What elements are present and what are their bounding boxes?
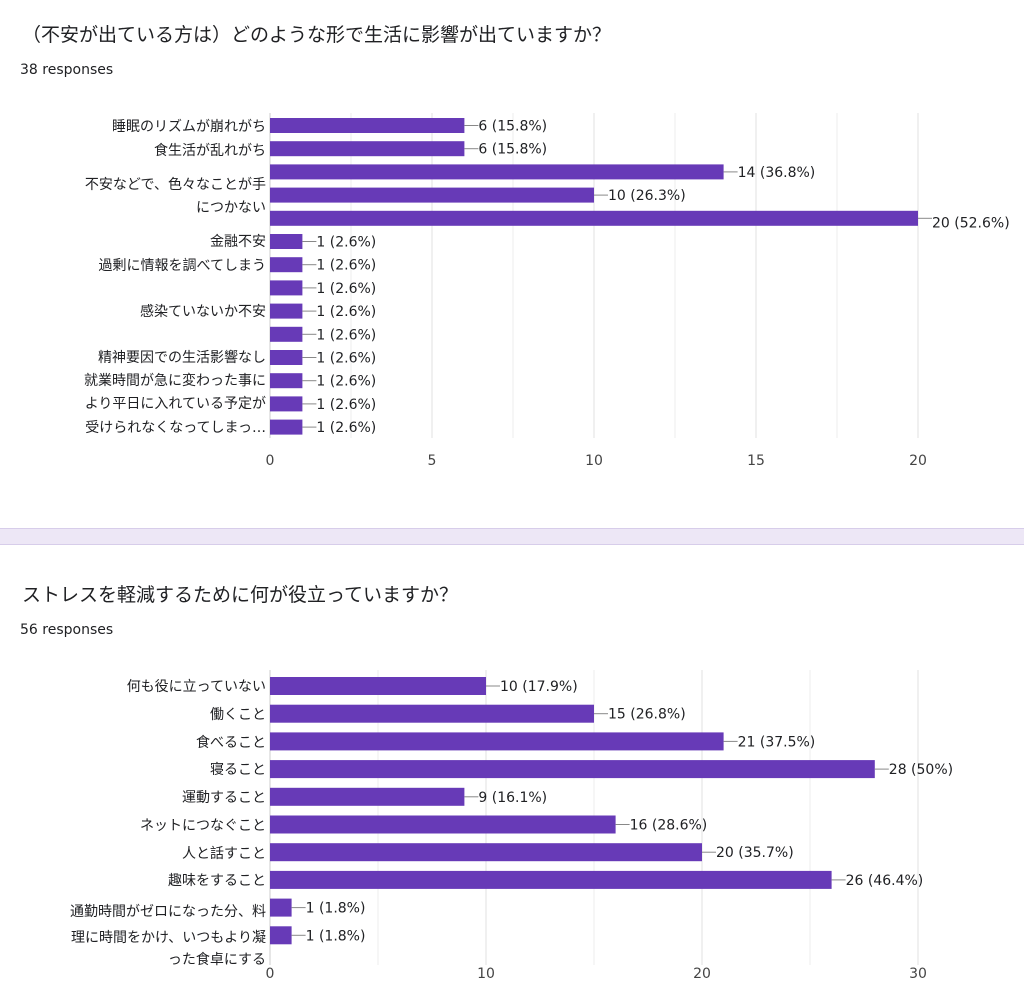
bar [270,760,875,779]
bar [270,926,292,945]
data-label: 10 (26.3%) [608,188,686,204]
category-label: ネットにつなぐこと [140,818,266,834]
data-label: 1 (2.6%) [316,304,376,320]
bar [270,843,702,862]
category-label: 睡眠のリズムが崩れがち [112,119,266,135]
category-label: 通勤時間がゼロになった分、料 [70,904,266,920]
category-label: 理に時間をかけ、いつもより凝 [71,930,266,946]
bar [270,234,303,249]
category-label: 人と話すこと [182,845,266,862]
bar-chart-stress-relief: 0 10 20 30 10 (17.9%) 15 (26.8%) 21 (37.5%) 28 … [70,670,953,982]
x-tick-label: 10 [585,453,603,469]
data-label: 1 (2.6%) [316,281,376,297]
bar [270,280,303,296]
data-label: 1 (2.6%) [316,374,376,390]
x-tick-label: 30 [909,966,927,982]
x-tick-label: 10 [477,966,495,982]
data-label: 20 (35.7%) [716,845,794,861]
category-label: 食べること [196,734,266,751]
card-divider [0,528,1024,545]
bar [270,419,303,435]
question-card-1: （不安が出ている方は）どのような形で生活に影響が出ていますか？ 38 respo… [20,24,1010,469]
bar [270,704,594,723]
category-label: 寝ること [210,761,266,778]
data-label: 1 (2.6%) [316,327,376,343]
category-label: 精神要因での生活影響なし [98,349,266,366]
data-label: 26 (46.4%) [846,873,924,889]
category-label: 趣味をすること [168,873,266,889]
category-label: 食生活が乱れがち [154,142,266,159]
category-label: 不安などで、色々なことが手 [85,176,266,193]
data-label: 1 (2.6%) [316,258,376,274]
data-label: 1 (1.8%) [306,928,366,944]
category-label: 受けられなくなってしまっ… [85,420,266,436]
bar [270,870,832,889]
bar [270,210,918,226]
category-label: った食卓にする [168,951,266,968]
question-title: （不安が出ている方は）どのような形で生活に影響が出ていますか？ [22,24,612,46]
bar [270,326,303,342]
question-card-2: ストレスを軽減するために何が役立っていますか？ 56 responses 0 10… [0,545,1024,1006]
data-label: 1 (2.6%) [316,235,376,251]
bar [270,373,303,389]
data-label: 20 (52.6%) [932,215,1010,231]
question-title: ストレスを軽減するために何が役立っていますか？ [22,584,459,606]
x-tick-label: 5 [428,453,437,469]
bar [270,815,616,834]
category-label: 働くこと [210,707,266,723]
x-tick-label: 15 [747,453,765,469]
bar [270,187,594,203]
data-label: 9 (16.1%) [478,790,547,806]
data-label: 1 (2.6%) [316,397,376,413]
category-label: 何も役に立っていない [127,679,266,695]
data-label: 1 (2.6%) [316,420,376,436]
x-tick-label: 0 [266,453,275,469]
data-label: 14 (36.8%) [738,165,816,181]
data-label: 15 (26.8%) [608,707,686,723]
bar [270,257,303,273]
data-label: 6 (15.8%) [478,142,547,158]
x-tick-label: 20 [693,966,711,982]
response-count: 38 responses [20,62,114,78]
data-label: 28 (50%) [889,762,953,778]
data-label: 10 (17.9%) [500,679,578,695]
response-count: 56 responses [20,622,114,638]
bar [270,677,486,695]
category-label: 過剰に情報を調べてしまう [99,258,266,274]
bar [270,732,724,751]
data-label: 6 (15.8%) [478,119,547,135]
category-label: より平日に入れている予定が [85,396,266,412]
category-label: 感染ていないか不安 [140,303,266,320]
bar [270,396,303,412]
bar [270,164,724,180]
bar [270,118,465,133]
x-tick-label: 20 [909,453,927,469]
category-label: 就業時間が急に変わった事に [84,372,266,389]
bar [270,898,292,917]
bar [270,141,465,157]
x-tick-label: 0 [266,966,275,982]
bar [270,303,303,319]
bar-chart-life-impact: 0 5 10 15 20 6 (15.8%) 6 (15.8%) 14 (36.8%) 10 (… [84,113,1010,469]
data-label: 16 (28.6%) [630,818,708,834]
bar [270,787,465,806]
category-label: につかない [196,200,266,216]
category-label: 金融不安 [210,234,266,250]
data-label: 1 (2.6%) [316,351,376,367]
data-label: 21 (37.5%) [738,734,816,750]
category-label: 運動すること [182,790,266,806]
data-label: 1 (1.8%) [306,901,366,917]
bar [270,350,303,365]
